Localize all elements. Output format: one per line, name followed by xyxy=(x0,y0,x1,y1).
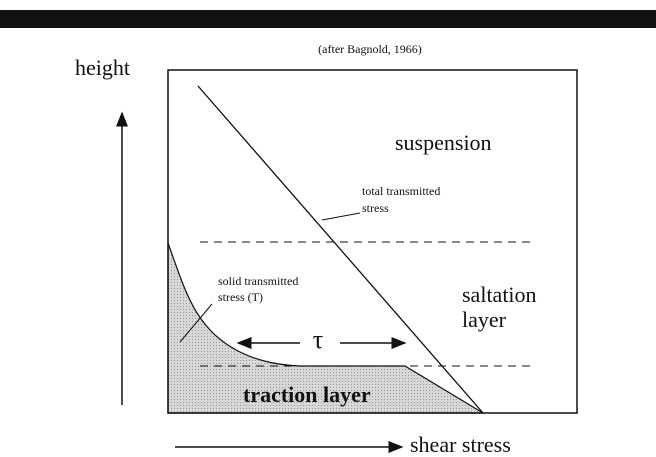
leader-line xyxy=(321,212,361,221)
annotation: total transmitted xyxy=(362,184,440,198)
tau-label: τ xyxy=(313,325,323,354)
leader-line xyxy=(179,303,213,343)
total-stress-line xyxy=(197,85,484,414)
frame xyxy=(167,69,578,414)
region-label: layer xyxy=(462,307,507,332)
region-label: suspension xyxy=(395,130,492,155)
x-label: shear stress xyxy=(410,432,511,457)
annotation: stress xyxy=(362,201,389,215)
annotation: stress (T) xyxy=(218,290,263,304)
region-label: traction layer xyxy=(243,382,371,407)
y-label: height xyxy=(75,55,130,80)
top-bar xyxy=(0,10,656,28)
region-label: saltation xyxy=(462,282,537,307)
caption: (after Bagnold, 1966) xyxy=(318,42,422,56)
annotation: solid transmitted xyxy=(218,274,298,288)
